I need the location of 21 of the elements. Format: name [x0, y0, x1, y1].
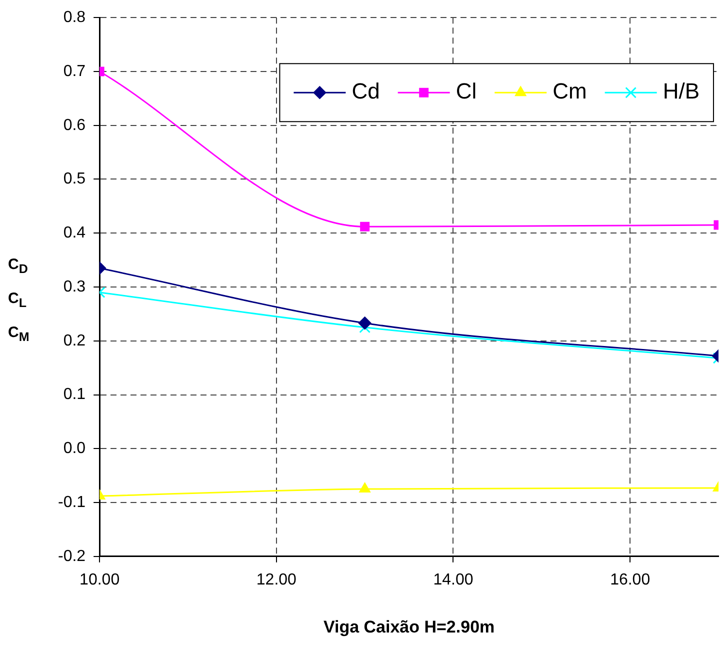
legend-label: Cm: [552, 78, 587, 104]
legend-label: Cl: [456, 78, 477, 104]
x-tick-label: 14.00: [433, 571, 474, 588]
x-axis-title: Viga Caixão H=2.90m: [323, 617, 495, 636]
y-tick-label: 0.7: [63, 62, 86, 80]
x-tick-label: 10.00: [80, 571, 120, 588]
y-tick-label: 0.2: [63, 332, 86, 350]
y-tick-label: 0.4: [63, 224, 86, 242]
y-tick-label: 0.3: [63, 278, 86, 296]
y-tick-label: 0.8: [63, 9, 86, 26]
legend-label: H/B: [662, 78, 700, 104]
x-tick-label: 16.00: [610, 571, 650, 588]
y-tick-label: 0.5: [63, 170, 86, 188]
y-tick-label: 0.6: [63, 116, 86, 134]
x-tick-label: 12.00: [256, 571, 297, 588]
y-tick-label: -0.1: [58, 494, 86, 511]
y-tick-label: 0.1: [63, 386, 86, 404]
y-tick-label: -0.2: [58, 548, 86, 565]
legend-label: Cd: [352, 78, 380, 104]
y-axis-title: C$_{D}$ C$_{L}$ C$_{M}$: [8, 255, 30, 346]
y-tick-label: 0.0: [63, 440, 86, 458]
